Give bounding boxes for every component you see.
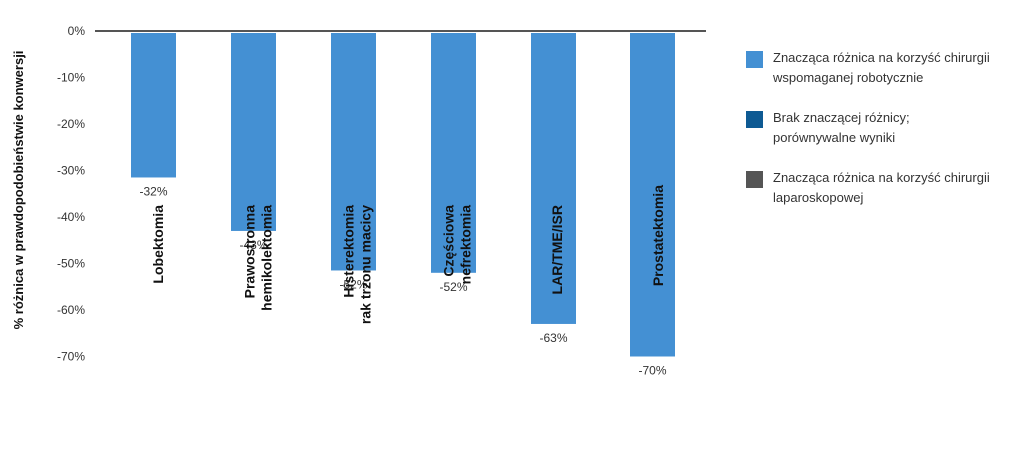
data-label: -43%	[239, 238, 267, 252]
y-tick-label: -60%	[57, 303, 85, 317]
legend: Znacząca różnica na korzyść chirurgii ws…	[746, 48, 1021, 228]
y-tick-label: 0%	[68, 24, 86, 38]
data-label: -70%	[638, 364, 666, 378]
legend-label-no-difference: Brak znaczącej różnicy; porównywalne wyn…	[773, 108, 910, 148]
y-tick-label: -40%	[57, 210, 85, 224]
legend-label-robotic: Znacząca różnica na korzyść chirurgii ws…	[773, 48, 990, 88]
category-label: Prostatektomia	[650, 185, 666, 286]
category-label-group: Prawostronna hemikolektomia	[242, 205, 275, 311]
y-tick-label: -20%	[57, 117, 85, 131]
legend-line: porównywalne wyniki	[773, 130, 896, 145]
category-label: Częściowa	[441, 205, 457, 277]
y-tick-label: -30%	[57, 164, 85, 178]
category-label: LAR/TME/ISR	[549, 205, 565, 294]
category-label: rak trzonu macicy	[358, 205, 374, 324]
data-label: -63%	[539, 331, 567, 345]
y-axis-label: % różnica w prawdopodobieństwie konwersj…	[11, 51, 26, 330]
category-label-group: Histerektomia rak trzonu macicy	[341, 205, 374, 324]
bar	[630, 33, 675, 357]
legend-swatch-laparoscopic	[746, 171, 763, 188]
category-label: Lobektomia	[150, 205, 166, 284]
y-tick-label: -70%	[57, 350, 85, 364]
bar	[131, 33, 176, 178]
bar	[431, 33, 476, 273]
category-label-group: LAR/TME/ISR	[549, 205, 565, 294]
legend-item-no-difference: Brak znaczącej różnicy; porównywalne wyn…	[746, 108, 1021, 148]
y-tick-label: -50%	[57, 257, 85, 271]
legend-swatch-robotic	[746, 51, 763, 68]
category-label-group: Prostatektomia	[650, 185, 666, 286]
legend-label-laparoscopic: Znacząca różnica na korzyść chirurgii la…	[773, 168, 990, 208]
legend-item-laparoscopic: Znacząca różnica na korzyść chirurgii la…	[746, 168, 1021, 208]
legend-line: laparoskopowej	[773, 190, 864, 205]
legend-line: Brak znaczącej różnicy;	[773, 110, 910, 125]
legend-line: Znacząca różnica na korzyść chirurgii	[773, 170, 990, 185]
category-label-group: Częściowa nefrektomia	[441, 205, 474, 285]
category-label: hemikolektomia	[259, 205, 275, 311]
bar	[531, 33, 576, 324]
legend-line: Znacząca różnica na korzyść chirurgii	[773, 50, 990, 65]
bar	[231, 33, 276, 231]
category-label: Prawostronna	[242, 205, 258, 299]
data-label: -52%	[439, 280, 467, 294]
data-label: -52%	[339, 277, 367, 291]
category-label: nefrektomia	[458, 205, 474, 285]
category-label-group: Lobektomia	[150, 205, 166, 284]
legend-swatch-no-difference	[746, 111, 763, 128]
legend-line: wspomaganej robotycznie	[773, 70, 924, 85]
y-tick-label: -10%	[57, 71, 85, 85]
bar	[331, 33, 376, 271]
category-label: Histerektomia	[341, 205, 357, 298]
data-label: -32%	[139, 184, 167, 198]
legend-item-robotic: Znacząca różnica na korzyść chirurgii ws…	[746, 48, 1021, 88]
